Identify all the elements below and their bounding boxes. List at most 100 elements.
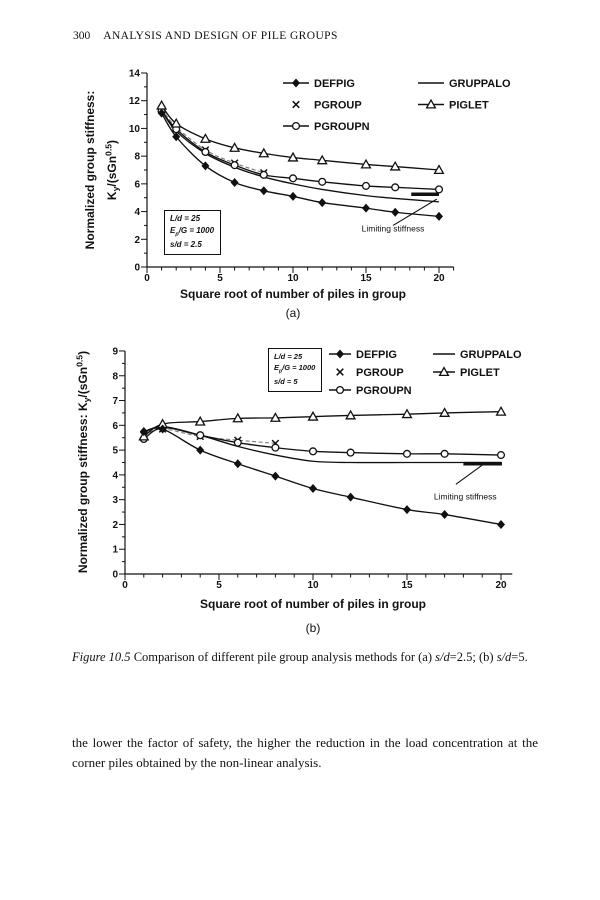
circle-marker	[291, 121, 301, 131]
chart-a-canvas: 0 5 10 15 20 0 2 4 6 8 10 12 14 Limiting stiffness DEF…	[83, 69, 511, 320]
legend-label: PGROUPN	[314, 121, 370, 133]
circle-marker	[318, 177, 327, 186]
legend-item-PGROUPN: PGROUPN	[329, 385, 412, 397]
legend-item-DEFPIG: DEFPIG	[329, 349, 397, 361]
caption-part: s/d	[435, 650, 450, 664]
triangle-marker	[495, 405, 507, 416]
page-number: 300	[73, 30, 91, 42]
x-tick-label: 10	[287, 273, 299, 284]
annotation-limiting-stiffness: Limiting stiffness	[434, 461, 502, 502]
diamond-marker	[435, 211, 443, 221]
circle-marker	[496, 451, 506, 460]
triangle-marker	[401, 408, 413, 419]
ticks	[141, 72, 455, 273]
y-tick-label: 9	[112, 346, 118, 357]
triangle-marker	[438, 366, 450, 377]
series-PIGLET	[138, 405, 507, 441]
diamond-marker	[309, 484, 317, 494]
legend-item-PGROUP: PGROUP	[292, 100, 362, 112]
y-tick-label: 2	[134, 235, 140, 246]
circle-marker	[440, 449, 449, 458]
legend-item-GRUPPALO: GRUPPALO	[418, 78, 511, 90]
legend-label: GRUPPALO	[460, 349, 522, 361]
x-tick-label: 0	[122, 580, 128, 591]
x-axis-label: Square root of number of piles in group	[180, 287, 406, 301]
diamond-marker	[292, 78, 300, 88]
caption-part: =2.5; (b)	[449, 650, 497, 664]
parameters-box-a: L/d = 25 Ep/G = 1000 s/d = 2.5	[164, 210, 222, 255]
circle-marker	[271, 443, 280, 452]
tick-labels: 0 5 10 15 20 0 2 4 6 8 10 12 14	[129, 69, 445, 284]
series-DEFPIG	[157, 108, 443, 221]
x-marker	[292, 100, 300, 109]
y-tick-label: 7	[112, 396, 118, 407]
caption-part: s/d	[496, 650, 512, 664]
ticks	[119, 350, 502, 580]
y-tick-label: 6	[112, 421, 118, 432]
y-axis-label: Ky/(sGn0.5)	[103, 140, 120, 200]
series-PIGLET	[156, 99, 445, 175]
y-axis-label: Normalized group stiffness:	[83, 91, 97, 250]
param-line: Ep/G = 1000	[274, 363, 316, 375]
param-line: s/d = 5	[274, 377, 298, 387]
subfigure-label: (a)	[286, 306, 301, 320]
y-tick-label: 1	[112, 545, 118, 556]
triangle-marker	[199, 133, 211, 143]
y-tick-label: 4	[134, 207, 140, 218]
diamond-marker	[403, 505, 411, 515]
param-line: L/d = 25	[170, 214, 201, 223]
series-PGROUPN	[139, 423, 506, 460]
legend-label: GRUPPALO	[449, 78, 511, 90]
param-line: s/d = 2.5	[170, 239, 202, 249]
annotation-label: Limiting stiffness	[434, 492, 497, 502]
circle-marker	[402, 449, 412, 458]
x-tick-label: 20	[495, 580, 507, 591]
circle-marker	[259, 170, 268, 179]
triangle-marker	[156, 99, 168, 110]
diamond-marker	[440, 510, 449, 520]
triangle-marker	[316, 154, 328, 165]
diamond-marker	[346, 492, 355, 502]
x-tick-label: 15	[360, 273, 372, 284]
circle-marker	[361, 181, 371, 190]
running-title: ANALYSIS AND DESIGN OF PILE GROUPS	[103, 30, 338, 42]
series-GRUPPALO	[161, 110, 440, 203]
param-line: L/d = 25	[274, 352, 303, 361]
x-tick-label: 20	[433, 273, 445, 284]
diamond-marker	[259, 186, 268, 196]
x-marker	[336, 368, 344, 376]
x-axis-label: Square root of number of piles in group	[200, 597, 426, 611]
y-tick-label: 8	[134, 152, 140, 163]
legend-label: PIGLET	[460, 367, 500, 379]
figure-caption: Figure 10.5 Comparison of different pile…	[72, 648, 534, 667]
y-tick-label: 2	[112, 520, 118, 531]
caption-part: Figure 10.5	[72, 650, 131, 664]
diamond-marker	[497, 519, 505, 529]
y-tick-label: 5	[112, 446, 118, 457]
series-GRUPPALO	[143, 425, 501, 464]
diamond-marker	[196, 445, 205, 455]
triangle-marker	[232, 412, 244, 423]
leader-line	[455, 464, 484, 485]
diamond-marker	[230, 177, 239, 187]
triangle-marker	[439, 407, 451, 417]
diamond-marker	[318, 198, 327, 208]
x-tick-label: 5	[216, 580, 222, 591]
y-tick-label: 14	[129, 69, 141, 80]
triangle-marker	[425, 98, 437, 109]
x-tick-label: 10	[307, 580, 319, 591]
legend-item-GRUPPALO: GRUPPALO	[433, 349, 522, 361]
triangle-marker	[287, 151, 299, 162]
diamond-marker	[289, 191, 297, 201]
annotation-label: Limiting stiffness	[362, 224, 425, 234]
chart-b-canvas: 0 5 10 15 20 0 1 2 3 4 5 6 7 8 9 Limiting stiffness DEFP…	[74, 346, 522, 635]
y-tick-label: 4	[112, 470, 118, 481]
triangle-marker	[269, 412, 281, 422]
legend: DEFPIG PGROUP PGROUPN GRUPPALO PIGLET	[329, 349, 522, 397]
annotation-limiting-stiffness: Limiting stiffness	[362, 192, 439, 234]
triangle-marker	[433, 164, 445, 175]
triangle-marker	[258, 147, 270, 158]
circle-marker	[335, 385, 345, 395]
legend: DEFPIG PGROUP PGROUPN GRUPPALO PIGLET	[283, 78, 511, 133]
y-tick-label: 8	[112, 371, 118, 382]
